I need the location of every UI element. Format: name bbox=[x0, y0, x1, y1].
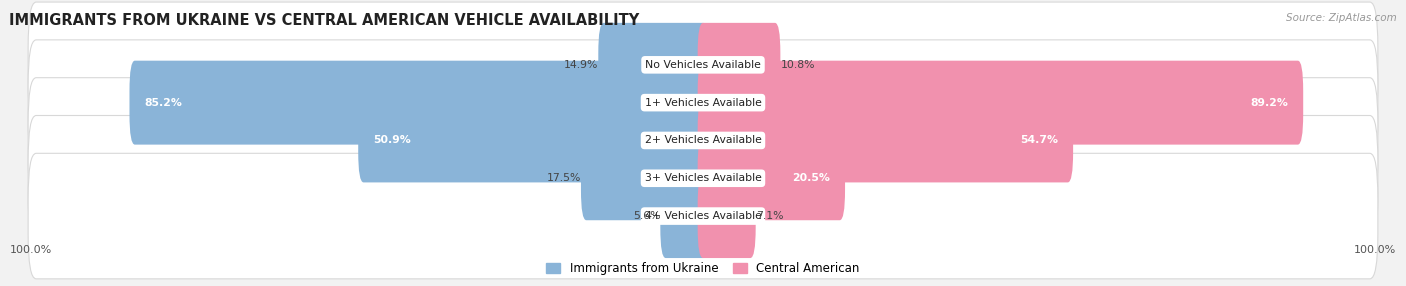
FancyBboxPatch shape bbox=[697, 98, 1073, 182]
FancyBboxPatch shape bbox=[28, 40, 1378, 165]
FancyBboxPatch shape bbox=[697, 136, 845, 220]
Text: 20.5%: 20.5% bbox=[792, 173, 830, 183]
FancyBboxPatch shape bbox=[28, 78, 1378, 203]
FancyBboxPatch shape bbox=[581, 136, 709, 220]
Text: 85.2%: 85.2% bbox=[145, 98, 183, 108]
FancyBboxPatch shape bbox=[697, 61, 1303, 145]
FancyBboxPatch shape bbox=[129, 61, 709, 145]
Text: IMMIGRANTS FROM UKRAINE VS CENTRAL AMERICAN VEHICLE AVAILABILITY: IMMIGRANTS FROM UKRAINE VS CENTRAL AMERI… bbox=[10, 13, 640, 28]
Text: 50.9%: 50.9% bbox=[374, 136, 412, 146]
FancyBboxPatch shape bbox=[599, 23, 709, 107]
Text: 1+ Vehicles Available: 1+ Vehicles Available bbox=[644, 98, 762, 108]
Text: 3+ Vehicles Available: 3+ Vehicles Available bbox=[644, 173, 762, 183]
FancyBboxPatch shape bbox=[28, 153, 1378, 279]
Text: 10.8%: 10.8% bbox=[780, 60, 815, 70]
Text: 17.5%: 17.5% bbox=[547, 173, 581, 183]
FancyBboxPatch shape bbox=[28, 116, 1378, 241]
Text: 14.9%: 14.9% bbox=[564, 60, 599, 70]
FancyBboxPatch shape bbox=[28, 2, 1378, 128]
Text: 54.7%: 54.7% bbox=[1019, 136, 1057, 146]
Text: No Vehicles Available: No Vehicles Available bbox=[645, 60, 761, 70]
Text: 7.1%: 7.1% bbox=[755, 211, 783, 221]
Text: 2+ Vehicles Available: 2+ Vehicles Available bbox=[644, 136, 762, 146]
FancyBboxPatch shape bbox=[697, 23, 780, 107]
FancyBboxPatch shape bbox=[697, 174, 755, 258]
FancyBboxPatch shape bbox=[661, 174, 709, 258]
Text: 89.2%: 89.2% bbox=[1250, 98, 1288, 108]
Text: 100.0%: 100.0% bbox=[10, 245, 52, 255]
Text: 100.0%: 100.0% bbox=[1354, 245, 1396, 255]
FancyBboxPatch shape bbox=[359, 98, 709, 182]
Legend: Immigrants from Ukraine, Central American: Immigrants from Ukraine, Central America… bbox=[541, 258, 865, 280]
Text: Source: ZipAtlas.com: Source: ZipAtlas.com bbox=[1286, 13, 1396, 23]
Text: 5.6%: 5.6% bbox=[633, 211, 661, 221]
Text: 4+ Vehicles Available: 4+ Vehicles Available bbox=[644, 211, 762, 221]
